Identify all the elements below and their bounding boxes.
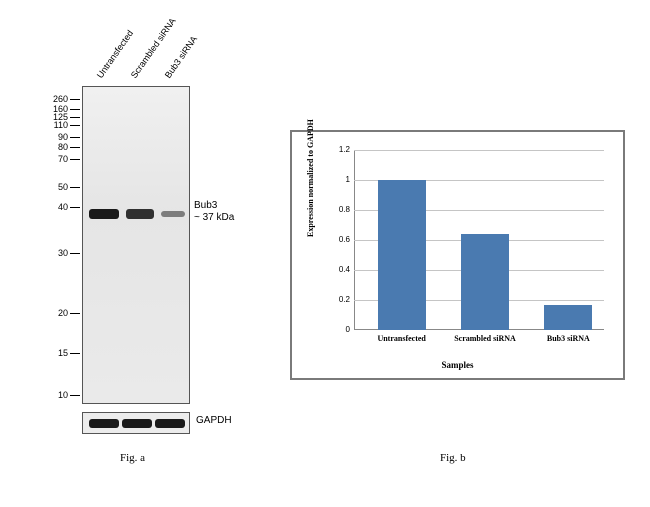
ladder-value: 110 (48, 120, 68, 130)
chart-y-tick-label: 1 (330, 175, 350, 184)
ladder-value: 30 (48, 248, 68, 258)
chart-y-tick-label: 0.2 (330, 295, 350, 304)
gapdh-band-row (89, 419, 185, 429)
gapdh-band (122, 419, 152, 428)
ladder-value: 70 (48, 154, 68, 164)
ladder-value: 260 (48, 94, 68, 104)
ladder-tick-mark (70, 207, 80, 208)
blot-membrane-main (82, 86, 190, 404)
ladder-tick-mark (70, 147, 80, 148)
figure-container: Untransfected Scrambled siRNA Bub3 siRNA… (0, 0, 650, 507)
chart-y-tick-label: 0.6 (330, 235, 350, 244)
bub3-band (126, 209, 154, 218)
chart-bar (544, 305, 592, 331)
ladder-tick: 90 (48, 132, 80, 142)
chart-gridline (354, 150, 604, 151)
ladder-tick-mark (70, 187, 80, 188)
gapdh-band (155, 419, 185, 428)
chart-x-axis-title: Samples (292, 360, 623, 370)
lane-label-3: Bub3 siRNA (163, 34, 199, 80)
gapdh-label: GAPDH (196, 415, 232, 426)
ladder-tick-mark (70, 117, 80, 118)
ladder-value: 10 (48, 390, 68, 400)
ladder-tick: 110 (48, 120, 80, 130)
figure-a: Untransfected Scrambled siRNA Bub3 siRNA… (20, 20, 260, 480)
ladder-tick-mark (70, 253, 80, 254)
bub3-annot-mw: ~ 37 kDa (194, 212, 234, 224)
bub3-annot-name: Bub3 (194, 200, 217, 212)
ladder-tick-mark (70, 99, 80, 100)
ladder-value: 90 (48, 132, 68, 142)
ladder-tick: 30 (48, 248, 80, 258)
chart-y-axis-title: Expression normalized to GAPDH (306, 119, 315, 237)
ladder-tick: 20 (48, 308, 80, 318)
blot-lane-labels: Untransfected Scrambled siRNA Bub3 siRNA (85, 20, 235, 80)
ladder-tick-mark (70, 159, 80, 160)
ladder-value: 40 (48, 202, 68, 212)
ladder-tick-mark (70, 313, 80, 314)
ladder-tick-mark (70, 125, 80, 126)
figure-b-panel: Expression normalized to GAPDH 00.20.40.… (290, 130, 625, 380)
ladder-tick-mark (70, 395, 80, 396)
chart-x-tick-label: Scrambled siRNA (450, 334, 520, 343)
ladder-tick-mark (70, 137, 80, 138)
chart-y-tick-label: 0.4 (330, 265, 350, 274)
figure-a-caption: Fig. a (120, 452, 145, 464)
ladder-value: 15 (48, 348, 68, 358)
chart-plot-area: 00.20.40.60.811.2UntransfectedScrambled … (354, 150, 604, 330)
bub3-band (89, 209, 119, 219)
chart-x-tick-label: Bub3 siRNA (533, 334, 603, 343)
figure-b-caption: Fig. b (440, 452, 466, 464)
blot-membrane-gapdh (82, 412, 190, 434)
chart-bar (461, 234, 509, 330)
ladder-tick: 260 (48, 94, 80, 104)
ladder-tick: 50 (48, 182, 80, 192)
chart-x-tick-label: Untransfected (367, 334, 437, 343)
chart-bar (378, 180, 426, 330)
gapdh-band (89, 419, 119, 428)
chart-y-tick-label: 1.2 (330, 145, 350, 154)
ladder-value: 20 (48, 308, 68, 318)
ladder-tick-mark (70, 353, 80, 354)
bub3-band (161, 211, 185, 217)
ladder-tick: 15 (48, 348, 80, 358)
ladder-value: 80 (48, 142, 68, 152)
chart-y-tick-label: 0.8 (330, 205, 350, 214)
ladder-tick: 80 (48, 142, 80, 152)
ladder-tick: 70 (48, 154, 80, 164)
ladder-tick-mark (70, 109, 80, 110)
bub3-band-row (89, 209, 185, 219)
chart-y-tick-label: 0 (330, 325, 350, 334)
ladder-tick: 10 (48, 390, 80, 400)
ladder-tick: 40 (48, 202, 80, 212)
ladder-value: 50 (48, 182, 68, 192)
